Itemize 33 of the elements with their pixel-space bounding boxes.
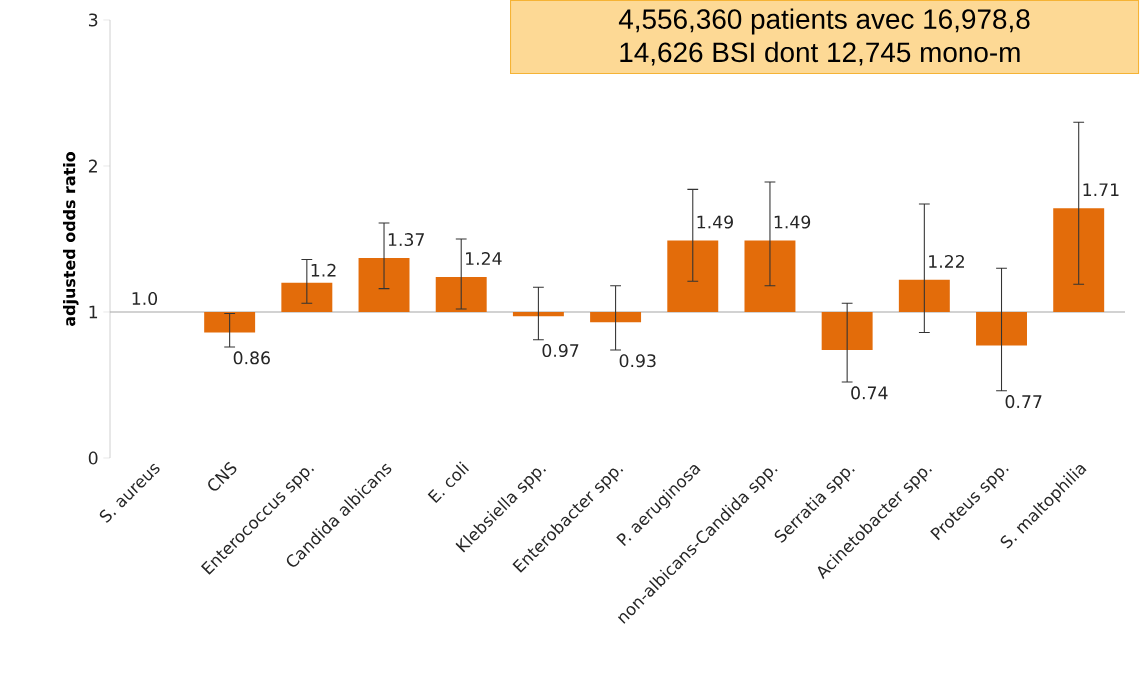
y-tick-label: 1 bbox=[89, 305, 98, 319]
data-label: 1.71 bbox=[1083, 183, 1119, 196]
data-label: 1.37 bbox=[388, 233, 424, 247]
annotation: 1.0 bbox=[132, 291, 158, 306]
data-label: 1.2 bbox=[311, 263, 336, 277]
annotation: 14,626 BSI dont 12,745 mono-m bbox=[620, 41, 1020, 66]
bar bbox=[1053, 208, 1105, 312]
data-label: 0.74 bbox=[851, 386, 888, 400]
bar bbox=[898, 279, 950, 312]
y-tick-label: 0 bbox=[88, 451, 98, 465]
data-label: 0.86 bbox=[233, 351, 270, 365]
data-label: 0.93 bbox=[619, 354, 656, 368]
data-label: 0.97 bbox=[542, 343, 579, 358]
data-label: 0.77 bbox=[1005, 395, 1042, 409]
bar bbox=[667, 240, 719, 312]
data-label: 1.49 bbox=[697, 215, 733, 229]
bar bbox=[204, 311, 256, 333]
bar bbox=[281, 282, 333, 312]
data-label: 1.49 bbox=[774, 215, 811, 229]
data-label: 1.22 bbox=[929, 254, 964, 268]
annotation: 4,556,360 patients avec 16,978,8 bbox=[618, 8, 1030, 35]
data-label: 1.24 bbox=[466, 252, 502, 265]
bar bbox=[821, 311, 873, 350]
x-tick-label: E. coli bbox=[427, 461, 470, 504]
y-tick-label: 3 bbox=[88, 13, 98, 27]
bar bbox=[744, 240, 796, 312]
bar bbox=[358, 257, 410, 312]
bar bbox=[512, 311, 564, 317]
bar bbox=[590, 311, 642, 323]
y-axis-title: adjusted odds ratio bbox=[63, 152, 79, 326]
bar bbox=[976, 311, 1027, 346]
y-tick-label: 2 bbox=[88, 159, 97, 173]
bar bbox=[435, 276, 487, 312]
